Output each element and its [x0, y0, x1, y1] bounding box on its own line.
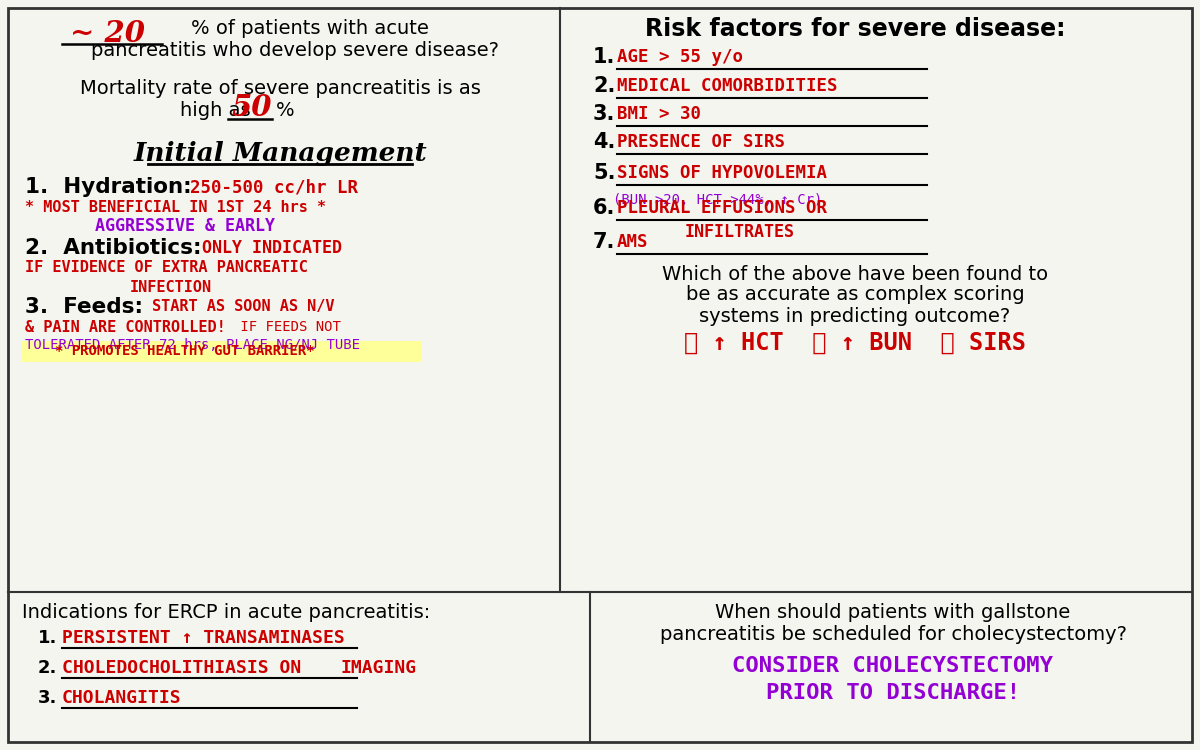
FancyBboxPatch shape: [22, 341, 422, 362]
Text: AGE > 55 y/o: AGE > 55 y/o: [617, 48, 743, 66]
Text: 50: 50: [232, 94, 272, 122]
Text: 6.: 6.: [593, 198, 616, 218]
Text: 250-500 cc/hr LR: 250-500 cc/hr LR: [190, 178, 358, 196]
Text: 2.: 2.: [38, 659, 58, 677]
Text: SIGNS OF HYPOVOLEMIA: SIGNS OF HYPOVOLEMIA: [617, 164, 827, 182]
Text: BMI > 30: BMI > 30: [617, 105, 701, 123]
Text: IMAGING: IMAGING: [340, 659, 416, 677]
Text: IF FEEDS NOT: IF FEEDS NOT: [232, 320, 341, 334]
Text: Which of the above have been found to: Which of the above have been found to: [662, 265, 1048, 284]
Text: INFECTION: INFECTION: [130, 280, 212, 295]
Text: 2.  Antibiotics:: 2. Antibiotics:: [25, 238, 202, 258]
Text: 4.: 4.: [593, 132, 616, 152]
Text: CHOLANGITIS: CHOLANGITIS: [62, 689, 181, 707]
Text: * PROMOTES HEALTHY GUT BARRIER*: * PROMOTES HEALTHY GUT BARRIER*: [55, 344, 314, 358]
Text: %: %: [276, 101, 295, 121]
Text: 1.  Hydration:: 1. Hydration:: [25, 177, 192, 197]
Text: PERSISTENT ↑ TRANSAMINASES: PERSISTENT ↑ TRANSAMINASES: [62, 629, 344, 647]
Text: (BUN >20, HCT >44%, ↑ Cr): (BUN >20, HCT >44%, ↑ Cr): [613, 193, 822, 207]
Text: be as accurate as complex scoring: be as accurate as complex scoring: [685, 286, 1025, 304]
Text: MEDICAL COMORBIDITIES: MEDICAL COMORBIDITIES: [617, 77, 838, 95]
Text: ONLY INDICATED: ONLY INDICATED: [202, 239, 342, 257]
Text: Risk factors for severe disease:: Risk factors for severe disease:: [644, 17, 1066, 41]
Text: INFILTRATES: INFILTRATES: [685, 223, 796, 241]
Text: systems in predicting outcome?: systems in predicting outcome?: [700, 307, 1010, 326]
Text: Indications for ERCP in acute pancreatitis:: Indications for ERCP in acute pancreatit…: [22, 602, 431, 622]
Text: 1.: 1.: [38, 629, 58, 647]
Text: 3.: 3.: [38, 689, 58, 707]
Text: 1.: 1.: [593, 47, 616, 67]
Text: AGGRESSIVE & EARLY: AGGRESSIVE & EARLY: [95, 217, 275, 235]
Text: 3.  Feeds:: 3. Feeds:: [25, 297, 143, 317]
Text: CHOLEDOCHOLITHIASIS ON: CHOLEDOCHOLITHIASIS ON: [62, 659, 301, 677]
Text: PRESENCE OF SIRS: PRESENCE OF SIRS: [617, 133, 785, 151]
Text: ① ↑ HCT  ② ↑ BUN  ③ SIRS: ① ↑ HCT ② ↑ BUN ③ SIRS: [684, 331, 1026, 355]
Text: pancreatitis be scheduled for cholecystectomy?: pancreatitis be scheduled for cholecyste…: [660, 625, 1127, 644]
Text: % of patients with acute: % of patients with acute: [191, 20, 428, 38]
Text: 7.: 7.: [593, 232, 616, 252]
Text: 3.: 3.: [593, 104, 616, 124]
Text: 2.: 2.: [593, 76, 616, 96]
Text: & PAIN ARE CONTROLLED!: & PAIN ARE CONTROLLED!: [25, 320, 226, 334]
Text: ~ 20: ~ 20: [71, 20, 145, 49]
Text: PRIOR TO DISCHARGE!: PRIOR TO DISCHARGE!: [766, 683, 1020, 703]
Text: * MOST BENEFICIAL IN 1ST 24 hrs *: * MOST BENEFICIAL IN 1ST 24 hrs *: [25, 200, 326, 214]
FancyBboxPatch shape: [8, 8, 1192, 742]
Text: TOLERATED AFTER 72 hrs, PLACE NG/NJ TUBE: TOLERATED AFTER 72 hrs, PLACE NG/NJ TUBE: [25, 338, 360, 352]
Text: PLEURAL EFFUSIONS OR: PLEURAL EFFUSIONS OR: [617, 199, 827, 217]
Text: AMS: AMS: [617, 233, 648, 251]
Text: When should patients with gallstone: When should patients with gallstone: [715, 602, 1070, 622]
Text: Initial Management: Initial Management: [133, 140, 427, 166]
Text: pancreatitis who develop severe disease?: pancreatitis who develop severe disease?: [91, 40, 499, 59]
Text: Mortality rate of severe pancreatitis is as: Mortality rate of severe pancreatitis is…: [79, 80, 480, 98]
Text: IF EVIDENCE OF EXTRA PANCREATIC: IF EVIDENCE OF EXTRA PANCREATIC: [25, 260, 308, 275]
Text: START AS SOON AS N/V: START AS SOON AS N/V: [152, 299, 335, 314]
Text: CONSIDER CHOLECYSTECTOMY: CONSIDER CHOLECYSTECTOMY: [732, 656, 1054, 676]
Text: high as: high as: [180, 101, 251, 121]
Text: 5.: 5.: [593, 163, 616, 183]
